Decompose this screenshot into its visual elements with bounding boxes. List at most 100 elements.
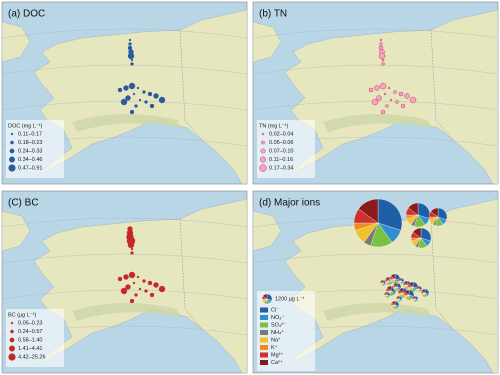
site [142, 90, 146, 94]
legend-symbol [260, 148, 266, 154]
pie-slice [385, 276, 390, 282]
legend-symbol [259, 164, 267, 172]
site [132, 92, 136, 96]
site [158, 285, 166, 293]
site [127, 52, 135, 60]
site [383, 92, 387, 96]
legend-symbol [8, 164, 16, 172]
graticule [1, 217, 248, 228]
pie-slice [391, 300, 396, 306]
legend-swatch [260, 322, 268, 328]
legend-label: K⁺ [271, 344, 278, 351]
legend-swatch [260, 330, 268, 335]
site [393, 90, 397, 94]
map-panel: (d) Major ions 1200 µg L⁻¹ Cl⁻ NO₃⁻SO₄²⁻NH₄… [252, 190, 499, 374]
graticule [1, 64, 248, 75]
site [130, 58, 134, 62]
panel-title: (b) TN [259, 9, 287, 20]
site [147, 280, 153, 286]
land [1, 21, 31, 63]
pie-slice [412, 227, 422, 239]
land [252, 21, 282, 63]
site [144, 100, 148, 104]
site [147, 91, 153, 97]
pie-slice [412, 295, 416, 300]
pie-slice [404, 289, 410, 296]
site [376, 95, 382, 101]
legend-label: Cl⁻ [271, 307, 279, 313]
graticule [252, 64, 499, 75]
graticule [1, 28, 248, 39]
map-panel: (a) DOC DOC (mg L⁻¹) 0.11–0.17 0.18–0.23 0.2… [1, 1, 248, 185]
legend-label: 4.42–25.26 [18, 354, 46, 360]
pie-slice [416, 285, 420, 290]
legend-label: Ca²⁺ [271, 359, 283, 366]
legend-title: DOC (mg L⁻¹) [8, 123, 43, 129]
legend-symbol [9, 148, 15, 154]
legend-box [6, 309, 64, 367]
site [379, 38, 383, 42]
legend-label: SO₄²⁻ [271, 322, 286, 328]
graticule [252, 28, 499, 39]
site [371, 98, 379, 106]
site [381, 58, 385, 62]
site [130, 62, 134, 66]
legend-swatch [260, 352, 268, 358]
border [430, 218, 454, 330]
site [127, 241, 135, 249]
legend-label: 0.17–0.34 [269, 165, 293, 171]
panel-title: (C) BC [8, 198, 39, 209]
map-panel: (b) TN TN (mg L⁻¹) 0.02–0.04 0.05–0.06 0.07–… [252, 1, 499, 185]
land [252, 210, 282, 252]
graticule [1, 253, 248, 264]
pie-slice [403, 280, 408, 286]
legend-label: 0.24–0.33 [18, 148, 42, 154]
site [138, 98, 142, 102]
site [120, 98, 128, 106]
land [33, 198, 248, 374]
site [398, 91, 404, 97]
legend-symbol [261, 140, 265, 145]
site [149, 103, 155, 109]
pie-slice [380, 279, 384, 284]
legend-label: 0.07–0.10 [269, 148, 293, 154]
legend-swatch [260, 337, 268, 343]
legend-label: 0.18–0.23 [18, 140, 42, 146]
site [379, 82, 387, 90]
mountains [72, 302, 180, 321]
legend-symbol [10, 140, 14, 145]
site [128, 271, 136, 279]
mountains [72, 113, 180, 132]
site [380, 109, 386, 115]
legend-label: 1.41–4.41 [18, 346, 42, 352]
legend-label: NO₃⁻ [271, 315, 284, 321]
legend-symbol [10, 132, 14, 136]
legend-label: 0.05–0.23 [18, 320, 42, 326]
site [149, 292, 155, 298]
site [129, 298, 135, 304]
site [134, 104, 138, 108]
pie-slice [377, 198, 403, 231]
site [368, 87, 374, 93]
legend-label: 0.11–0.17 [18, 131, 42, 137]
site [136, 86, 140, 90]
pie-slice [384, 291, 388, 296]
site [158, 96, 166, 104]
legend-label: 0.47–0.91 [18, 165, 42, 171]
legend-swatch [260, 345, 268, 350]
legend-label: NH₄⁺ [271, 329, 284, 336]
site [125, 284, 131, 290]
site [130, 251, 134, 255]
legend-label: Mg²⁺ [271, 351, 283, 358]
site [138, 287, 142, 291]
legend-title: 1200 µg L⁻¹ [275, 296, 304, 302]
site [381, 62, 385, 66]
legend-label: 0.24–0.57 [18, 329, 42, 335]
site [409, 96, 417, 104]
site [134, 293, 138, 297]
site [400, 103, 406, 109]
legend-label: Na⁺ [271, 336, 281, 343]
land [1, 210, 31, 252]
site [123, 85, 129, 91]
